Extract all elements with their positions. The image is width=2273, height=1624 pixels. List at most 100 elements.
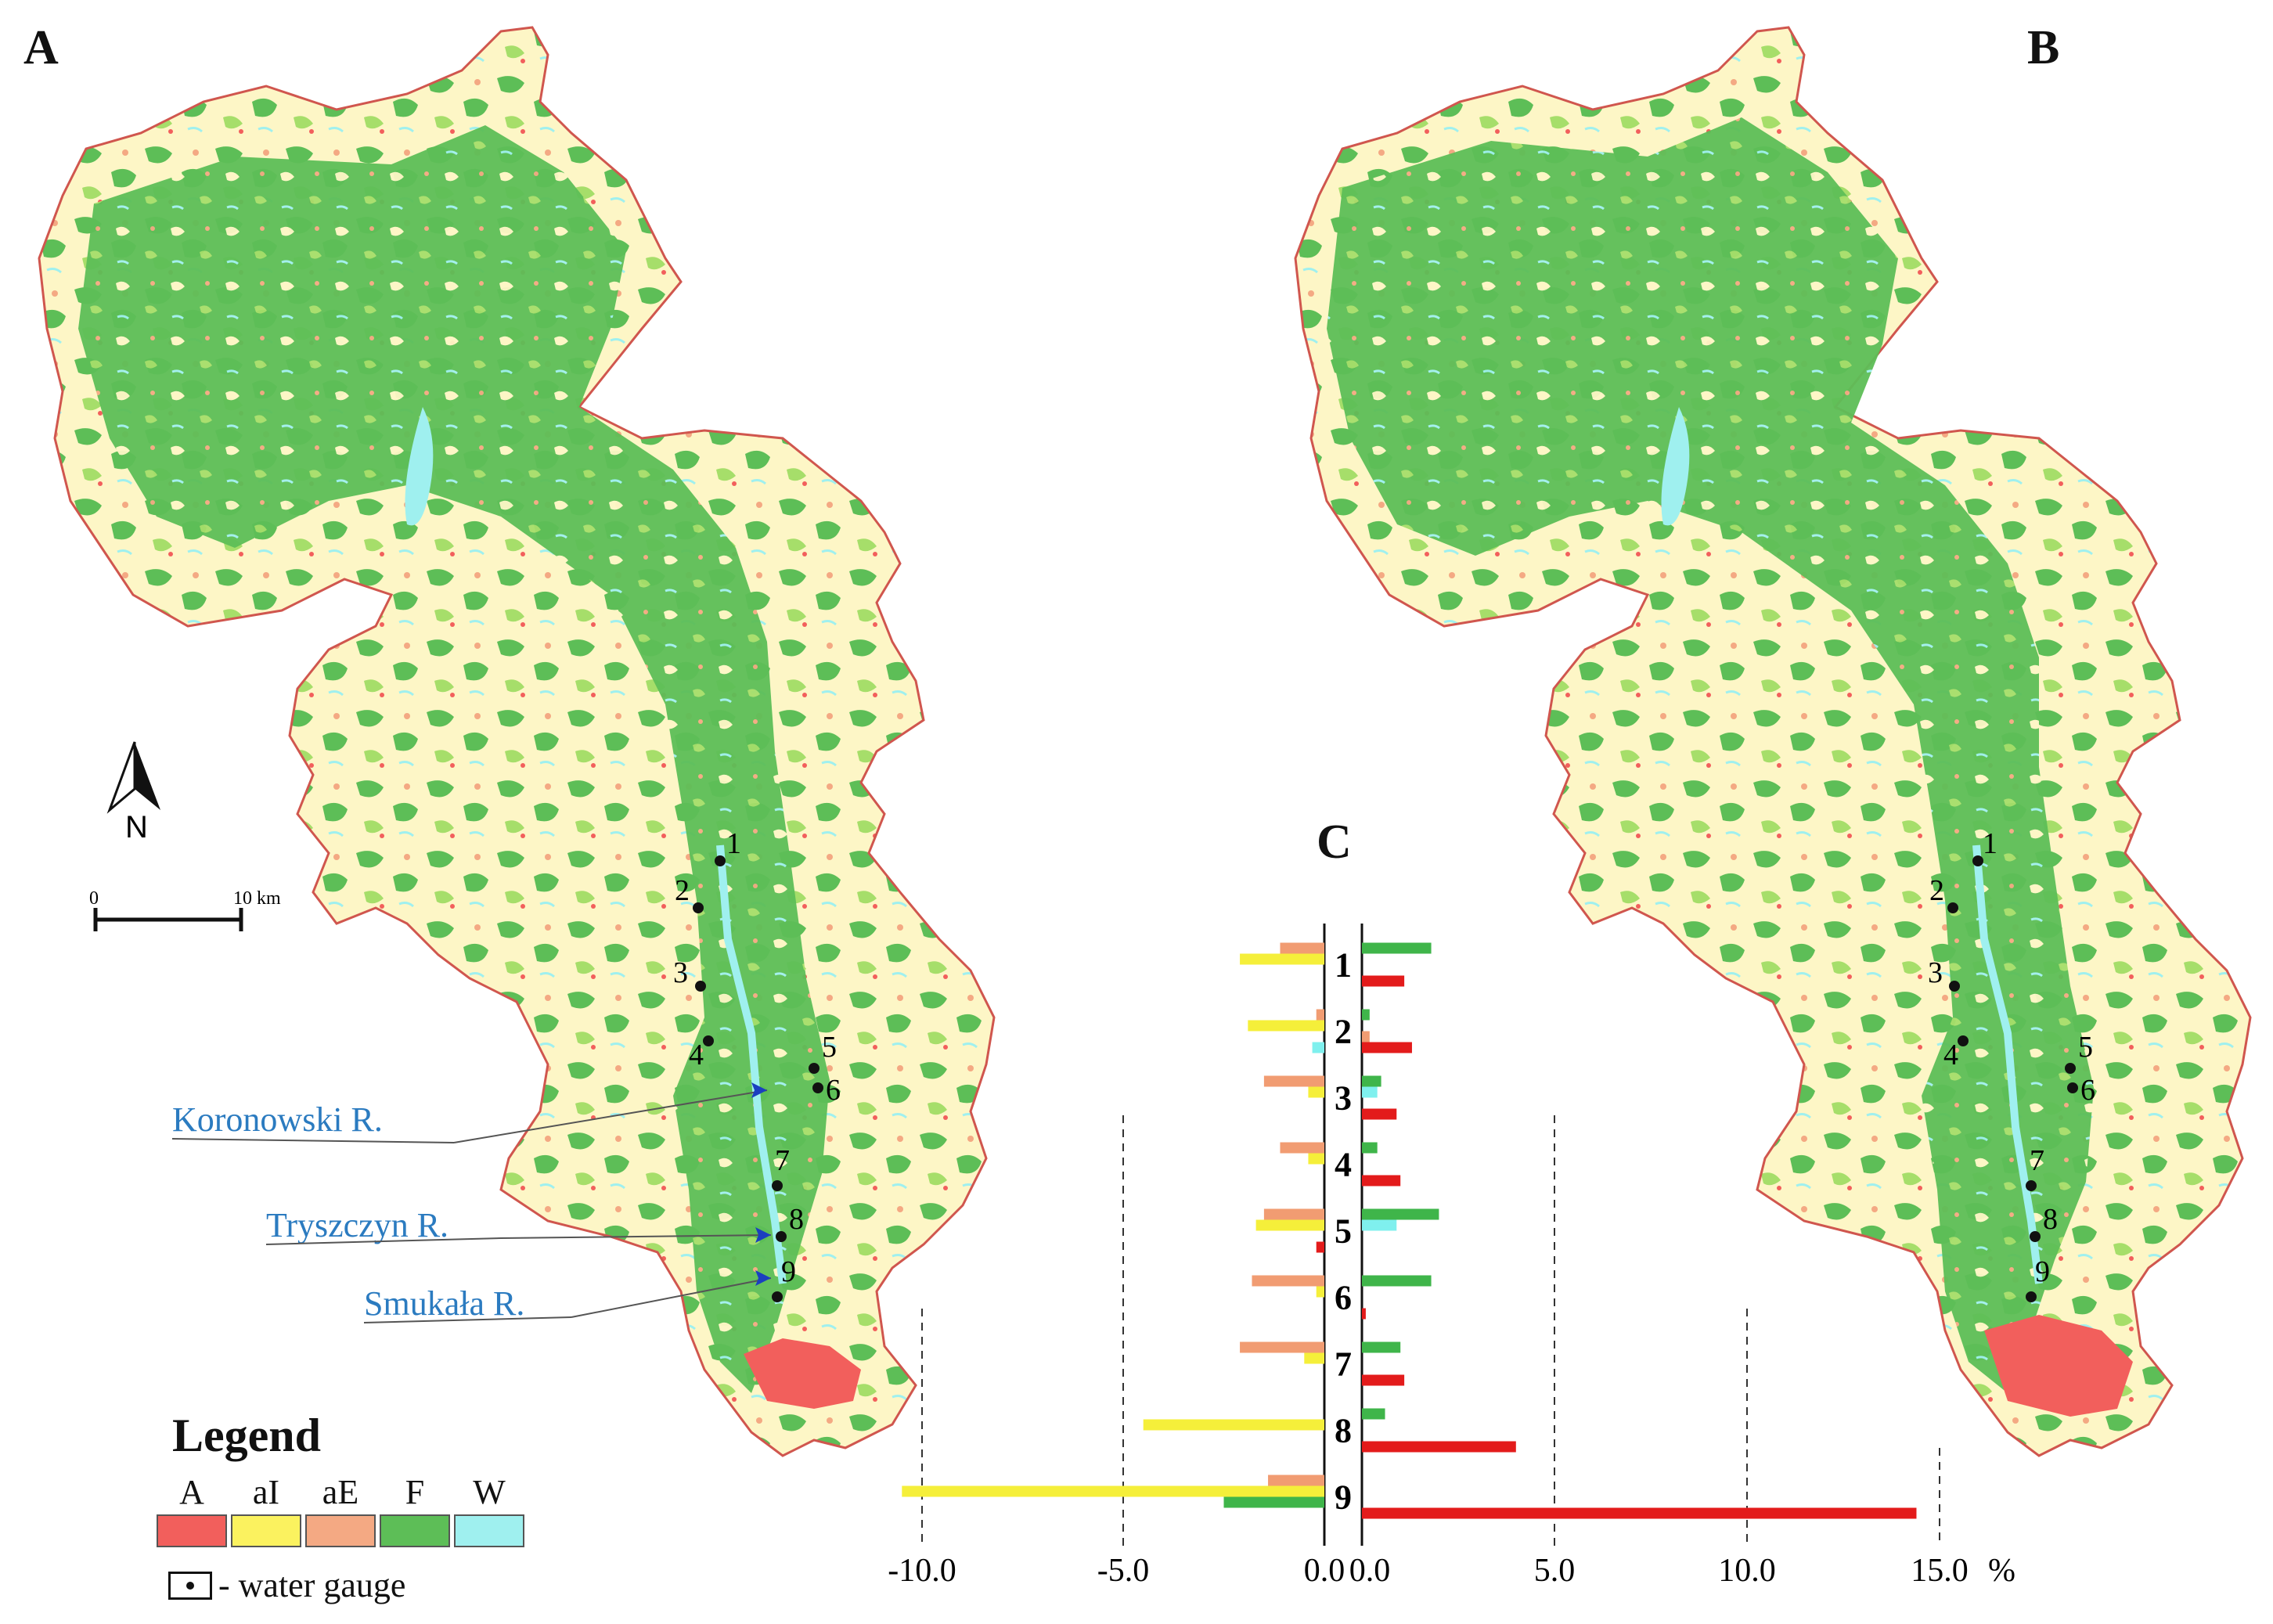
tick-label: -5.0	[1097, 1553, 1150, 1589]
legend-swatch	[231, 1514, 301, 1547]
bar-w-5	[1362, 1219, 1397, 1231]
bar-ai-6	[1316, 1286, 1324, 1298]
water-gauge-marker	[1958, 1035, 1969, 1046]
river-leader-line	[363, 1316, 572, 1323]
legend-code: aE	[322, 1473, 359, 1511]
bar-f-3	[1362, 1075, 1381, 1087]
tick-label: -10.0	[888, 1553, 956, 1589]
forest-belt	[1327, 117, 2094, 1393]
category-label: 4	[1335, 1146, 1352, 1184]
river	[1972, 844, 2043, 1284]
tick-label: 5.0	[1534, 1553, 1576, 1589]
legend-swatch	[305, 1514, 376, 1547]
bar-a-5	[1316, 1241, 1324, 1253]
lake	[1661, 407, 1690, 526]
river-pointers: Koronowski R. Tryszczyn R. Smukała R.	[171, 1082, 772, 1323]
water-gauge-marker	[1949, 981, 1960, 992]
gauge-number: 7	[2030, 1144, 2044, 1177]
scale-end: 10 km	[233, 888, 281, 909]
tick-label: 0.0	[1349, 1553, 1391, 1589]
water-gauge-marker	[776, 1231, 787, 1242]
category-label: 1	[1335, 946, 1352, 985]
bar-ae-6	[1252, 1275, 1324, 1287]
gauge-number: 6	[826, 1074, 841, 1107]
water-gauge-icon	[168, 1571, 212, 1600]
gauge-number: 4	[689, 1039, 704, 1071]
bar-ae-2	[1316, 1009, 1324, 1021]
gauge-number: 5	[2078, 1031, 2093, 1064]
water-gauge-marker	[2030, 1231, 2041, 1242]
gauge-number: 5	[822, 1031, 837, 1064]
river	[716, 844, 787, 1284]
legend-swatch	[380, 1514, 450, 1547]
water-gauge-marker	[772, 1291, 783, 1302]
bar-ae-7	[1240, 1341, 1324, 1353]
bar-a-1	[1362, 975, 1405, 987]
water-gauge-marker	[2067, 1082, 2078, 1093]
bar-f-9	[1223, 1496, 1324, 1508]
gauge-number: 4	[1943, 1039, 1958, 1071]
category-label: 7	[1335, 1345, 1352, 1384]
bar-a-9	[1362, 1507, 1917, 1519]
water-gauge-label: - water gauge	[218, 1566, 406, 1604]
river-arrow-icon	[751, 1082, 767, 1098]
legend-item-ae: aE	[305, 1475, 376, 1547]
water-gauge-legend: - water gauge	[168, 1565, 405, 1605]
bar-f-7	[1362, 1341, 1401, 1353]
water-gauge-marker	[812, 1082, 823, 1093]
water-gauge-marker	[809, 1063, 820, 1074]
river-leader-line	[453, 1089, 768, 1143]
water-gauge-marker	[695, 981, 706, 992]
forest-belt	[78, 125, 830, 1393]
bar-ai-7	[1304, 1352, 1324, 1364]
bar-a-4	[1362, 1175, 1401, 1186]
legend: Legend A aI aE F W - water gauge	[157, 1409, 548, 1612]
land-use-map-b	[1294, 26, 2252, 1457]
bar-a-8	[1362, 1441, 1516, 1453]
bar-ae-3	[1263, 1075, 1324, 1087]
bar-f-1	[1362, 942, 1432, 954]
bar-a-6	[1362, 1308, 1366, 1320]
gauge-number: 7	[775, 1144, 790, 1177]
river-leader-line	[571, 1277, 772, 1318]
bar-ai-4	[1308, 1153, 1324, 1165]
north-arrow-icon	[106, 741, 136, 814]
bar-ae-4	[1280, 1142, 1324, 1154]
land-use-map-a	[38, 26, 996, 1457]
gauge-number: 2	[675, 874, 690, 907]
scale-bar: 0 10 km	[89, 888, 281, 931]
north-arrow: N	[106, 741, 160, 844]
bar-ae-9	[1268, 1475, 1324, 1486]
gauge-number: 2	[1929, 874, 1944, 907]
bar-ai-3	[1308, 1086, 1324, 1098]
tick-label: 15.0	[1911, 1553, 1969, 1589]
urban-area	[1984, 1315, 2133, 1417]
category-label: 6	[1335, 1279, 1352, 1317]
category-label: 8	[1335, 1412, 1352, 1450]
gauge-number: 9	[2035, 1255, 2050, 1288]
legend-code: aI	[252, 1473, 280, 1511]
bar-ai-8	[1143, 1419, 1324, 1431]
bar-ai-2	[1248, 1020, 1324, 1032]
tick-label: 0.0	[1304, 1553, 1345, 1589]
legend-swatch	[454, 1514, 524, 1547]
bar-a-7	[1362, 1374, 1405, 1386]
legend-item-w: W	[454, 1475, 524, 1547]
bar-a-3	[1362, 1108, 1397, 1120]
legend-code: A	[179, 1473, 204, 1511]
river-label: Koronowski R.	[172, 1100, 383, 1139]
gauge-number: 3	[673, 956, 688, 989]
bar-a-2	[1362, 1042, 1412, 1053]
river-label: Tryszczyn R.	[266, 1206, 448, 1244]
water-gauge-marker	[2065, 1063, 2076, 1074]
compass-letter: N	[125, 810, 148, 844]
gauge-number: 8	[2043, 1203, 2058, 1236]
unit-label: %	[1988, 1553, 2015, 1589]
legend-item-a: A	[157, 1475, 227, 1547]
legend-swatch	[157, 1514, 227, 1547]
river-arrow-icon	[755, 1270, 771, 1286]
bar-f-2	[1362, 1009, 1370, 1021]
river-label: Smukała R.	[364, 1284, 524, 1323]
bar-ae-5	[1263, 1208, 1324, 1220]
legend-item-f: F	[380, 1475, 450, 1547]
